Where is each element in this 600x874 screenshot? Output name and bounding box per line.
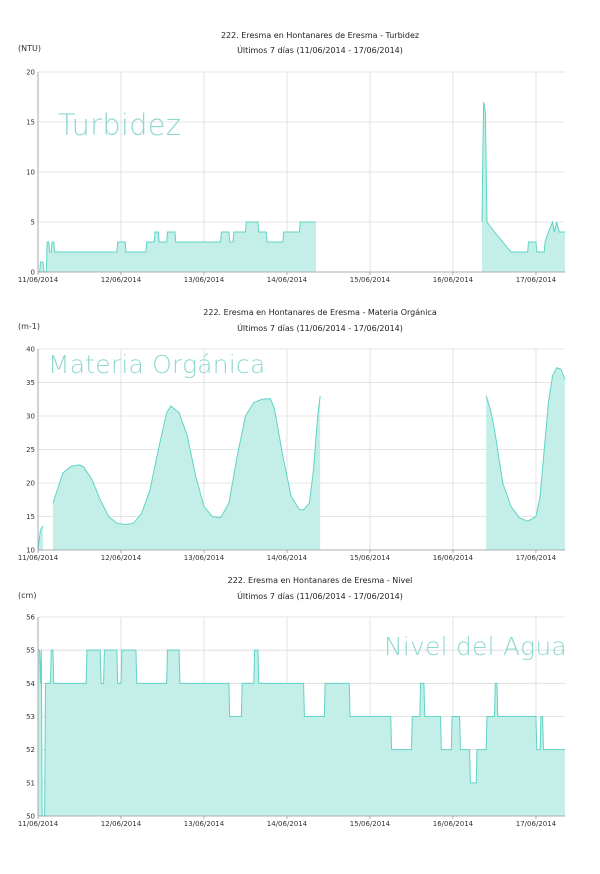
y-tick-label: 5: [31, 219, 35, 227]
x-tick-label: 17/06/2014: [516, 276, 557, 284]
x-tick-label: 16/06/2014: [433, 554, 474, 562]
y-tick-label: 15: [26, 119, 35, 127]
y-tick-label: 20: [26, 480, 35, 488]
chart-title: 222. Eresma en Hontanares de Eresma - Ma…: [203, 308, 437, 317]
x-tick-label: 13/06/2014: [184, 820, 225, 828]
y-tick-label: 0: [31, 269, 35, 277]
x-tick-label: 16/06/2014: [433, 820, 474, 828]
x-tick-label: 14/06/2014: [267, 820, 308, 828]
y-tick-label: 35: [26, 379, 35, 387]
y-tick-label: 53: [26, 713, 35, 721]
chart-subtitle: Últimos 7 días (11/06/2014 - 17/06/2014): [237, 324, 403, 333]
watermark-label: Materia Orgánica: [48, 350, 266, 379]
watermark-label: Nivel del Agua: [384, 632, 567, 661]
x-tick-label: 11/06/2014: [18, 276, 59, 284]
chart-panel-turbidez: 222. Eresma en Hontanares de Eresma - Tu…: [0, 0, 600, 290]
chart-subtitle: Últimos 7 días (11/06/2014 - 17/06/2014): [237, 46, 403, 55]
y-tick-label: 10: [26, 547, 35, 555]
x-tick-label: 12/06/2014: [101, 820, 142, 828]
series-area: [38, 650, 565, 816]
x-tick-label: 11/06/2014: [18, 820, 59, 828]
series-area: [482, 102, 565, 272]
x-tick-label: 13/06/2014: [184, 276, 225, 284]
y-tick-label: 25: [26, 446, 35, 454]
series-line: [38, 221, 317, 273]
chart-panel-nivel: 222. Eresma en Hontanares de Eresma - Ni…: [0, 576, 600, 874]
series-line: [52, 395, 321, 526]
x-tick-label: 17/06/2014: [516, 820, 557, 828]
y-tick-label: 56: [26, 614, 35, 622]
series-area: [486, 367, 565, 550]
x-tick-label: 15/06/2014: [350, 554, 391, 562]
series-line: [485, 367, 566, 522]
x-tick-label: 15/06/2014: [350, 820, 391, 828]
x-tick-label: 12/06/2014: [101, 276, 142, 284]
chart-panel-materia-organica: 222. Eresma en Hontanares de Eresma - Ma…: [0, 290, 600, 576]
y-unit-label: (cm): [18, 591, 37, 600]
x-tick-label: 14/06/2014: [267, 276, 308, 284]
chart-nivel: 50 51 52 53 54 55 56 11/06/2014 12/06/2014 13/06/…: [18, 614, 565, 828]
y-tick-label: 20: [26, 69, 35, 77]
series-area: [52, 395, 321, 550]
chart-materia-organica: 10 15 20 25 30 35 40 11/06/2014 12/06/2014 13/06/…: [18, 346, 566, 562]
series-line: [481, 101, 565, 253]
x-tick-label: 16/06/2014: [433, 276, 474, 284]
x-tick-label: 12/06/2014: [101, 554, 142, 562]
y-tick-label: 15: [26, 513, 35, 521]
x-tick-label: 17/06/2014: [516, 554, 557, 562]
y-tick-label: 51: [26, 779, 35, 787]
y-tick-label: 40: [26, 346, 35, 354]
series-area: [38, 525, 43, 550]
y-tick-label: 30: [26, 413, 35, 421]
y-tick-label: 50: [26, 813, 35, 821]
series-line: [37, 525, 44, 549]
y-tick-label: 10: [26, 169, 35, 177]
x-tick-label: 11/06/2014: [18, 554, 59, 562]
chart-turbidez: 0 5 10 15 20 11/06/2014 12/06/2014 13/06/2014 14…: [18, 69, 565, 284]
y-tick-label: 52: [26, 746, 35, 754]
y-unit-label: (m-1): [18, 322, 41, 331]
y-tick-label: 54: [26, 680, 35, 688]
x-tick-label: 15/06/2014: [350, 276, 391, 284]
x-tick-label: 13/06/2014: [184, 554, 225, 562]
series-line: [38, 649, 565, 817]
x-tick-label: 14/06/2014: [267, 554, 308, 562]
series-area: [38, 222, 317, 272]
chart-subtitle: Últimos 7 días (11/06/2014 - 17/06/2014): [237, 592, 403, 601]
y-tick-label: 55: [26, 647, 35, 655]
y-unit-label: (NTU): [18, 44, 41, 53]
chart-title: 222. Eresma en Hontanares de Eresma - Tu…: [220, 31, 420, 40]
watermark-label: Turbidez: [58, 108, 182, 142]
chart-title: 222. Eresma en Hontanares de Eresma - Ni…: [227, 576, 413, 585]
